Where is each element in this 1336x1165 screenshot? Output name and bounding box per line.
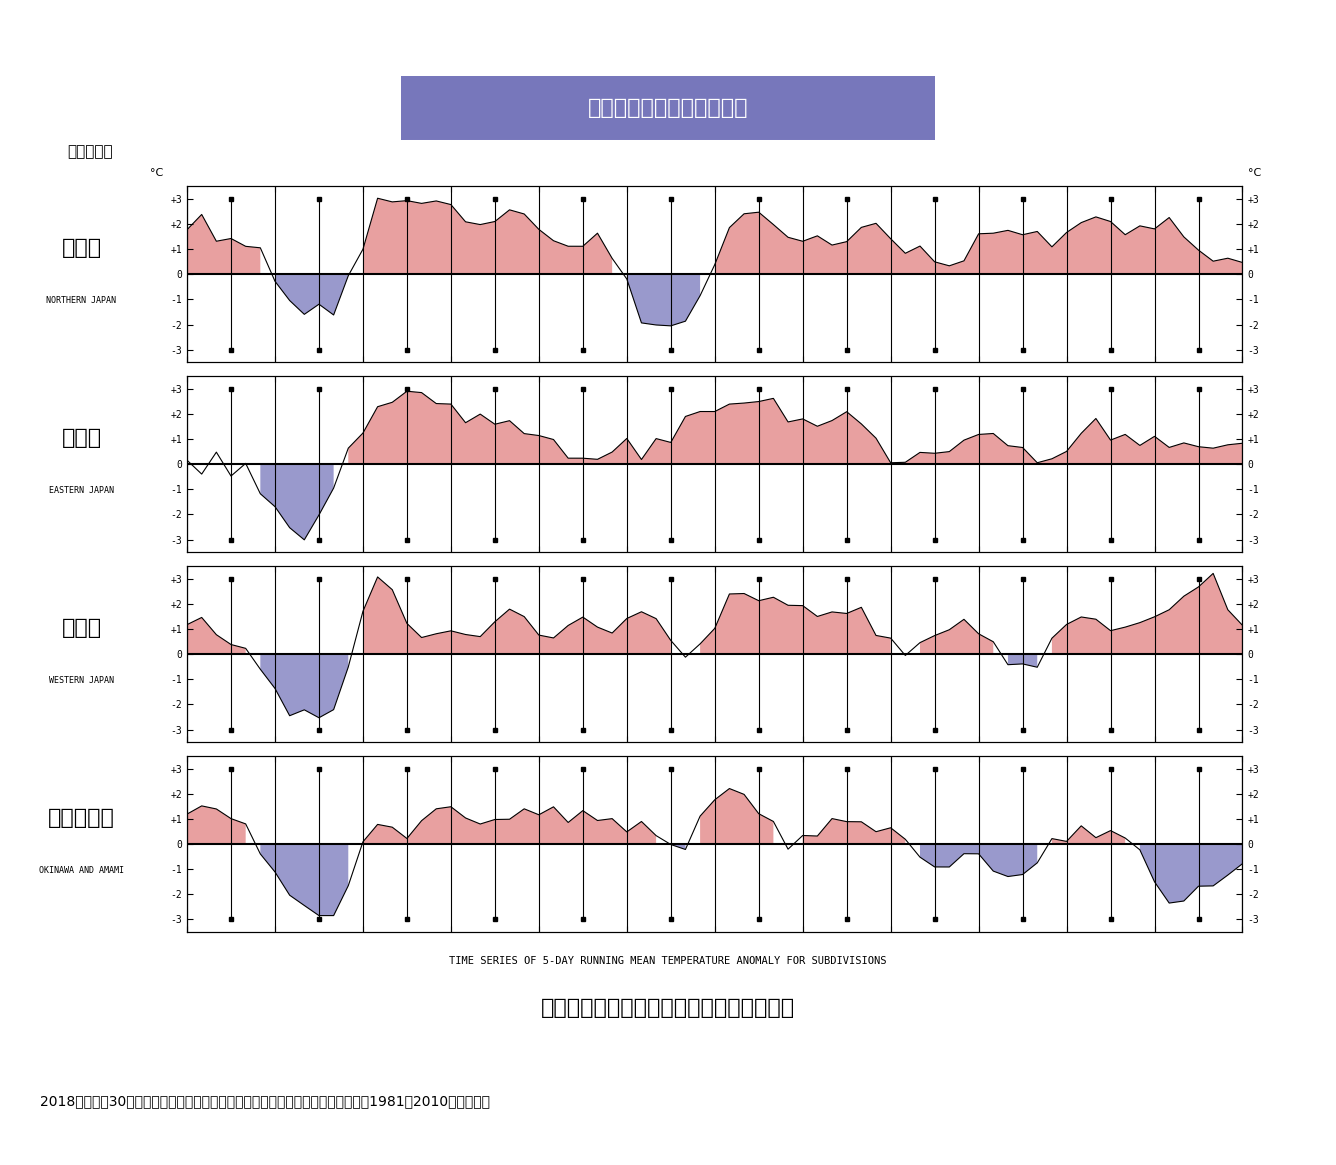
Text: ２０１８年: ２０１８年 <box>67 144 112 158</box>
Text: NORTHERN JAPAN: NORTHERN JAPAN <box>47 296 116 305</box>
Text: WESTERN JAPAN: WESTERN JAPAN <box>49 676 114 685</box>
Text: OKINAWA AND AMAMI: OKINAWA AND AMAMI <box>39 866 124 875</box>
Text: 地域平均気温平年差の経過: 地域平均気温平年差の経過 <box>588 98 748 118</box>
Text: TIME SERIES OF 5-DAY RUNNING MEAN TEMPERATURE ANOMALY FOR SUBDIVISIONS: TIME SERIES OF 5-DAY RUNNING MEAN TEMPER… <box>449 956 887 966</box>
Text: 北日本: 北日本 <box>61 238 102 257</box>
Text: 沖縄・奄美: 沖縄・奄美 <box>48 807 115 827</box>
Text: 西日本: 西日本 <box>61 617 102 637</box>
Text: 地域平均気温平年差の５日移動平均時系列: 地域平均気温平年差の５日移動平均時系列 <box>541 997 795 1018</box>
FancyBboxPatch shape <box>385 76 951 140</box>
Text: °C: °C <box>150 168 163 177</box>
Text: °C: °C <box>1248 168 1261 177</box>
Text: EASTERN JAPAN: EASTERN JAPAN <box>49 486 114 495</box>
Text: 東日本: 東日本 <box>61 428 102 447</box>
Text: 2018年（平成30年）の平均気温平年差を５日移動平均で表しています。平年値は1981～2010年の平均。: 2018年（平成30年）の平均気温平年差を５日移動平均で表しています。平年値は1… <box>40 1094 490 1108</box>
